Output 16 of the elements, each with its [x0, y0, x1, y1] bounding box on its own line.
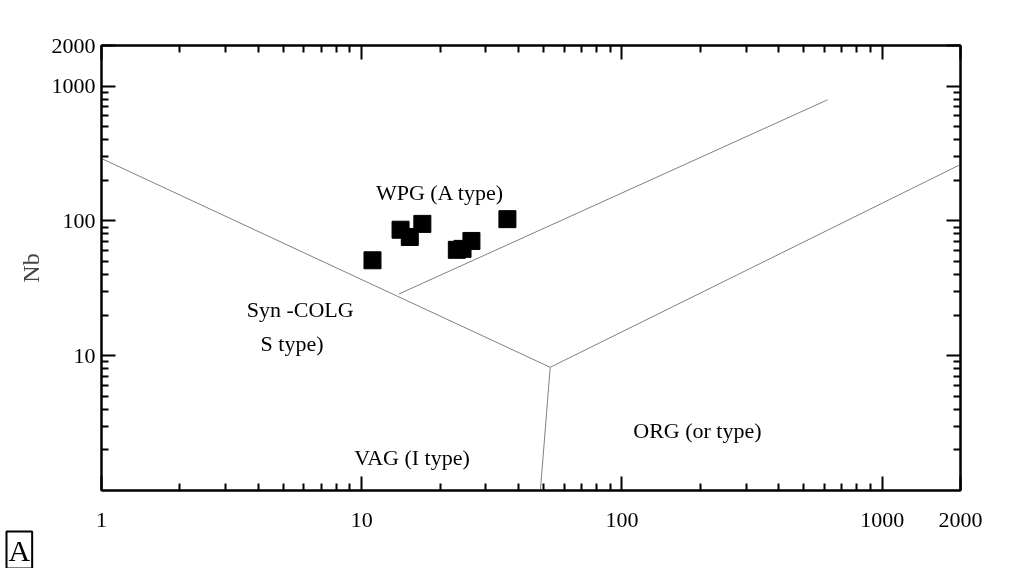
y-tick-label: 10	[73, 342, 96, 368]
annotation: VAG (I type)	[354, 445, 470, 471]
y-axis-title: Nb	[17, 253, 44, 283]
y-tick-label: 100	[62, 207, 96, 233]
annotation: ORG (or type)	[633, 417, 762, 443]
annotation: Syn -COLG	[246, 297, 354, 323]
annotation: S type)	[260, 330, 324, 356]
x-tick-label: 1000	[860, 506, 905, 532]
x-tick-label: 100	[605, 506, 639, 532]
y-tick-label: 2000	[51, 32, 96, 58]
x-tick-label: 10	[350, 506, 373, 532]
text: A	[8, 533, 31, 567]
annotation: WPG (A type)	[375, 180, 503, 206]
y-tick-label: 1000	[51, 73, 96, 99]
x-tick-label: 2000	[938, 506, 983, 532]
x-tick-label: 1	[96, 506, 107, 532]
